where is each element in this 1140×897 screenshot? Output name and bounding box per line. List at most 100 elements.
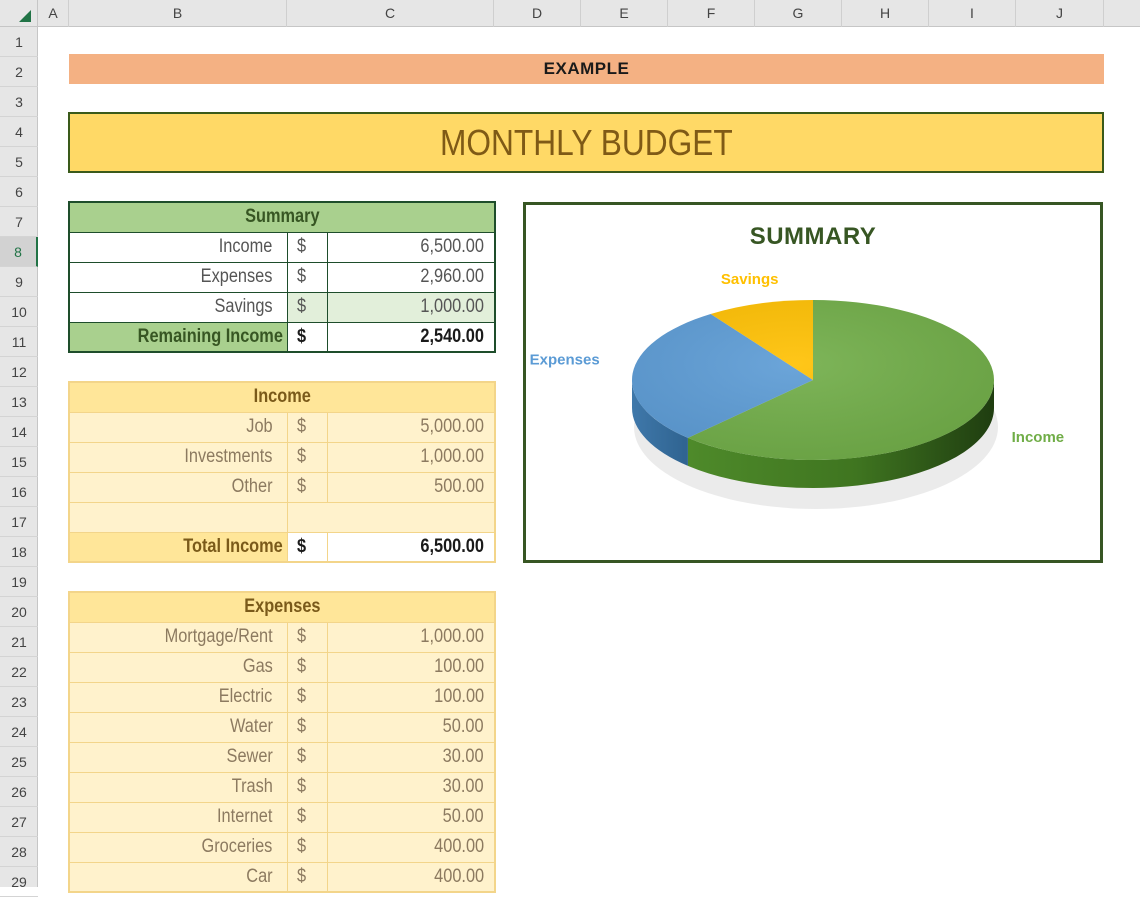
row-header[interactable]: 7 bbox=[0, 207, 38, 237]
income-amount-cell[interactable]: 500.00 bbox=[326, 471, 496, 503]
expense-amount-cell[interactable]: 100.00 bbox=[326, 651, 496, 683]
expense-label-cell[interactable]: Sewer bbox=[68, 741, 288, 773]
column-header-h[interactable]: H bbox=[842, 0, 929, 27]
row-header-selected[interactable]: 8 bbox=[0, 237, 38, 267]
row-header[interactable]: 11 bbox=[0, 327, 38, 357]
currency-cell[interactable]: $ bbox=[286, 681, 328, 713]
expense-amount-cell[interactable]: 400.00 bbox=[326, 831, 496, 863]
income-empty-cell[interactable] bbox=[286, 501, 496, 533]
income-label-cell[interactable]: Other bbox=[68, 471, 288, 503]
expenses-header[interactable]: Expenses bbox=[68, 591, 496, 623]
row-header[interactable]: 5 bbox=[0, 147, 38, 177]
row-header[interactable]: 22 bbox=[0, 657, 38, 687]
select-all-corner[interactable] bbox=[0, 0, 38, 27]
expense-amount-cell[interactable]: 50.00 bbox=[326, 711, 496, 743]
summary-label-cell[interactable]: Income bbox=[68, 231, 288, 263]
income-empty-cell[interactable] bbox=[68, 501, 288, 533]
expense-amount-cell[interactable]: 1,000.00 bbox=[326, 621, 496, 653]
column-header-d[interactable]: D bbox=[494, 0, 581, 27]
income-label-cell[interactable]: Investments bbox=[68, 441, 288, 473]
row-header[interactable]: 28 bbox=[0, 837, 38, 867]
expense-amount-cell[interactable]: 400.00 bbox=[326, 861, 496, 893]
column-header-b[interactable]: B bbox=[69, 0, 287, 27]
row-header[interactable]: 12 bbox=[0, 357, 38, 387]
column-header-j[interactable]: J bbox=[1016, 0, 1104, 27]
row-header[interactable]: 15 bbox=[0, 447, 38, 477]
row-header[interactable]: 26 bbox=[0, 777, 38, 807]
row-header[interactable]: 3 bbox=[0, 87, 38, 117]
column-header-f[interactable]: F bbox=[668, 0, 755, 27]
currency-cell[interactable]: $ bbox=[286, 261, 328, 293]
expense-label-cell[interactable]: Internet bbox=[68, 801, 288, 833]
currency-cell[interactable]: $ bbox=[286, 711, 328, 743]
income-amount-cell[interactable]: 1,000.00 bbox=[326, 441, 496, 473]
column-header-i[interactable]: I bbox=[929, 0, 1016, 27]
row-header[interactable]: 18 bbox=[0, 537, 38, 567]
row-header[interactable]: 4 bbox=[0, 117, 38, 147]
income-amount-cell[interactable]: 5,000.00 bbox=[326, 411, 496, 443]
row-header[interactable]: 23 bbox=[0, 687, 38, 717]
row-header[interactable]: 19 bbox=[0, 567, 38, 597]
row-header[interactable]: 21 bbox=[0, 627, 38, 657]
summary-total-label[interactable]: Remaining Income bbox=[68, 321, 288, 353]
row-header[interactable]: 14 bbox=[0, 417, 38, 447]
currency-cell[interactable]: $ bbox=[286, 231, 328, 263]
summary-amount-cell[interactable]: 1,000.00 bbox=[326, 291, 496, 323]
income-label-cell[interactable]: Job bbox=[68, 411, 288, 443]
example-banner[interactable]: EXAMPLE bbox=[69, 54, 1104, 84]
currency-cell[interactable]: $ bbox=[286, 531, 328, 563]
column-header-a[interactable]: A bbox=[38, 0, 69, 27]
currency-cell[interactable]: $ bbox=[286, 441, 328, 473]
currency-cell[interactable]: $ bbox=[286, 741, 328, 773]
currency-cell[interactable]: $ bbox=[286, 771, 328, 803]
row-header[interactable]: 29 bbox=[0, 867, 38, 897]
currency-cell[interactable]: $ bbox=[286, 321, 328, 353]
summary-label-cell[interactable]: Expenses bbox=[68, 261, 288, 293]
row-header[interactable]: 1 bbox=[0, 27, 38, 57]
currency-cell[interactable]: $ bbox=[286, 861, 328, 893]
expense-amount-cell[interactable]: 30.00 bbox=[326, 741, 496, 773]
currency-cell[interactable]: $ bbox=[286, 831, 328, 863]
currency-cell[interactable]: $ bbox=[286, 651, 328, 683]
currency-cell[interactable]: $ bbox=[286, 801, 328, 833]
expense-amount-cell[interactable]: 50.00 bbox=[326, 801, 496, 833]
row-header[interactable]: 20 bbox=[0, 597, 38, 627]
row-header[interactable]: 27 bbox=[0, 807, 38, 837]
expense-label-cell[interactable]: Mortgage/Rent bbox=[68, 621, 288, 653]
row-header[interactable]: 10 bbox=[0, 297, 38, 327]
row-header[interactable]: 24 bbox=[0, 717, 38, 747]
summary-amount-cell[interactable]: 6,500.00 bbox=[326, 231, 496, 263]
currency-cell[interactable]: $ bbox=[286, 471, 328, 503]
row-header[interactable]: 13 bbox=[0, 387, 38, 417]
expense-label-cell[interactable]: Electric bbox=[68, 681, 288, 713]
summary-total-amount[interactable]: 2,540.00 bbox=[326, 321, 496, 353]
currency-cell[interactable]: $ bbox=[286, 411, 328, 443]
currency-cell[interactable]: $ bbox=[286, 621, 328, 653]
expense-label-cell[interactable]: Water bbox=[68, 711, 288, 743]
expense-amount-cell[interactable]: 30.00 bbox=[326, 771, 496, 803]
summary-amount-cell[interactable]: 2,960.00 bbox=[326, 261, 496, 293]
expense-label-cell[interactable]: Gas bbox=[68, 651, 288, 683]
income-total-label[interactable]: Total Income bbox=[68, 531, 288, 563]
expense-label-cell[interactable]: Groceries bbox=[68, 831, 288, 863]
title-banner[interactable]: MONTHLY BUDGET bbox=[68, 112, 1104, 173]
income-header[interactable]: Income bbox=[68, 381, 496, 413]
row-header[interactable]: 25 bbox=[0, 747, 38, 777]
expense-amount-cell[interactable]: 100.00 bbox=[326, 681, 496, 713]
column-header-e[interactable]: E bbox=[581, 0, 668, 27]
column-header-g[interactable]: G bbox=[755, 0, 842, 27]
income-total-amount[interactable]: 6,500.00 bbox=[326, 531, 496, 563]
expense-label-cell[interactable]: Car bbox=[68, 861, 288, 893]
row-header[interactable]: 2 bbox=[0, 57, 38, 87]
row-header[interactable]: 17 bbox=[0, 507, 38, 537]
summary-label-cell[interactable]: Savings bbox=[68, 291, 288, 323]
column-header-k[interactable] bbox=[1104, 0, 1140, 27]
summary-pie-chart[interactable]: SUMMARY Income Expenses Savings bbox=[523, 202, 1103, 563]
row-header[interactable]: 6 bbox=[0, 177, 38, 207]
row-header[interactable]: 16 bbox=[0, 477, 38, 507]
summary-header[interactable]: Summary bbox=[68, 201, 496, 233]
column-header-c[interactable]: C bbox=[287, 0, 494, 27]
expense-label-cell[interactable]: Trash bbox=[68, 771, 288, 803]
currency-cell[interactable]: $ bbox=[286, 291, 328, 323]
row-header[interactable]: 9 bbox=[0, 267, 38, 297]
